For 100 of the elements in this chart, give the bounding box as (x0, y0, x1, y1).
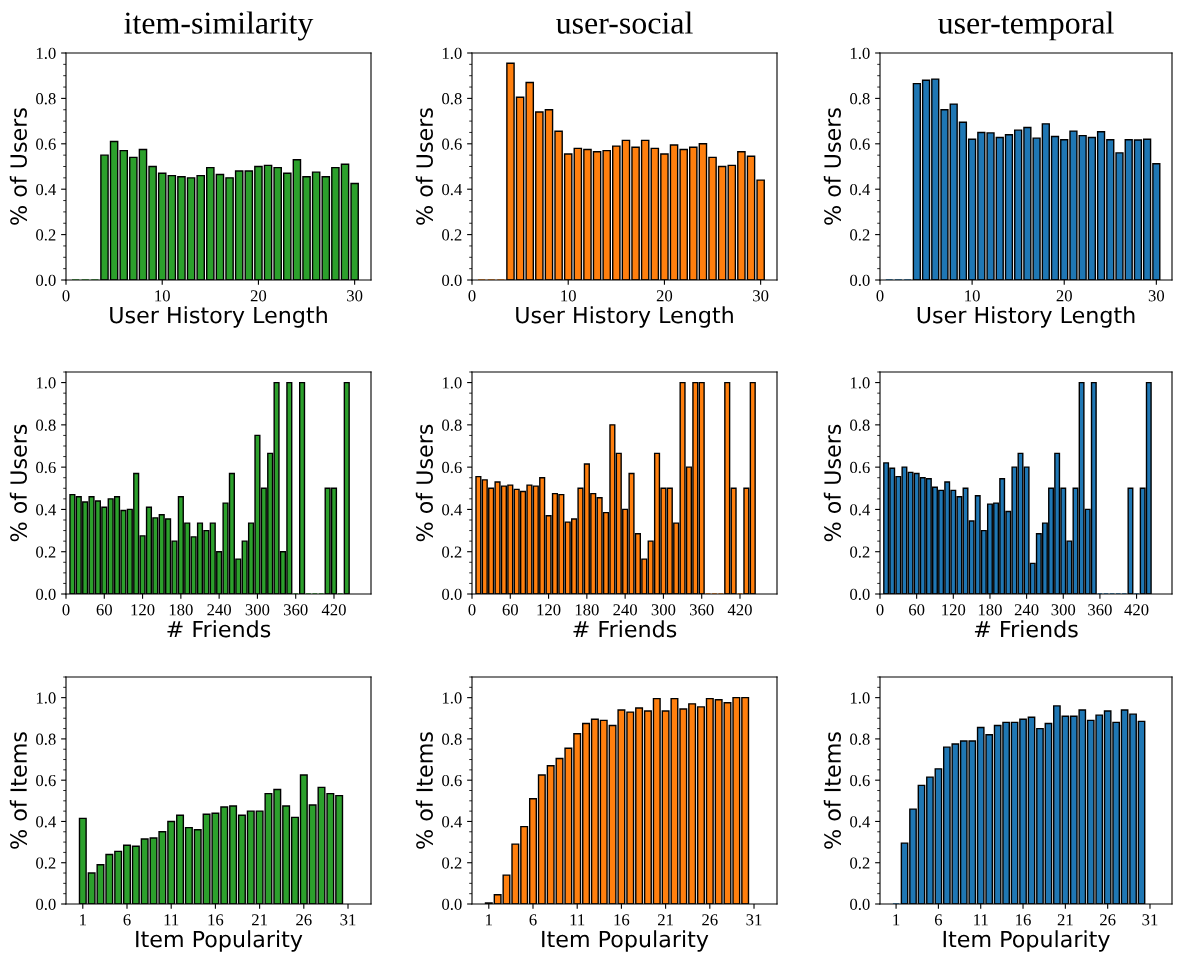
x-tick-label: 20 (250, 290, 267, 302)
x-tick-label: 11 (570, 914, 585, 926)
x-tick-label: 180 (978, 604, 1002, 616)
x-tick-label: 0 (468, 604, 476, 616)
y-tick-label: 0.6 (442, 138, 462, 150)
x-tick-label: 31 (746, 914, 762, 926)
y-tick-label: 0.8 (442, 419, 462, 431)
x-tick-label: 300 (651, 604, 676, 616)
x-axis-title: # Friends (167, 620, 271, 638)
y-tick-label: 1.0 (36, 377, 56, 389)
x-tick-label: 0 (876, 604, 884, 616)
y-tick-label: 0.8 (850, 93, 870, 105)
x-tick-label: 26 (702, 914, 718, 926)
x-tick-label: 180 (575, 604, 599, 616)
x-tick-label: 180 (169, 604, 193, 616)
y-tick-label: 1.0 (850, 692, 870, 704)
x-tick-label: 240 (1014, 604, 1039, 616)
x-tick-label: 0 (62, 604, 70, 616)
x-axis-title: Item Popularity (136, 930, 303, 952)
x-tick-label: 120 (537, 604, 561, 616)
x-tick-label: 6 (529, 914, 537, 926)
x-tick-label: 31 (1142, 914, 1158, 926)
y-tick-label: 0.0 (36, 274, 56, 287)
x-tick-label: 16 (208, 914, 224, 926)
chart-title: item-similarity (124, 11, 314, 41)
x-axis-title: User History Length (917, 306, 1135, 328)
y-tick-label: 0.0 (36, 588, 56, 601)
x-axis-title: # Friends (974, 620, 1078, 638)
y-tick-label: 0.0 (442, 588, 462, 601)
x-tick-label: 10 (155, 290, 170, 302)
x-axis-title: User History Length (516, 306, 733, 328)
y-tick-label: 0.8 (850, 419, 870, 431)
y-tick-label: 1.0 (442, 377, 462, 389)
x-tick-label: 16 (614, 914, 630, 926)
y-tick-label: 0.2 (36, 857, 56, 869)
x-tick-label: 420 (1124, 604, 1149, 616)
y-tick-label: 0.0 (850, 898, 870, 911)
x-tick-label: 240 (207, 604, 231, 616)
y-tick-label: 0.0 (850, 274, 870, 287)
y-tick-label: 0.8 (36, 733, 56, 745)
x-axis-title: Item Popularity (943, 930, 1110, 952)
x-tick-label: 0 (876, 290, 884, 302)
x-tick-label: 16 (1016, 914, 1031, 926)
x-tick-label: 26 (1100, 914, 1116, 926)
y-axis-title: % of Users (415, 108, 433, 225)
y-tick-label: 0.6 (36, 774, 56, 787)
y-tick-label: 0.8 (850, 733, 870, 745)
y-tick-label: 0.6 (850, 774, 870, 787)
x-tick-label: 11 (164, 914, 179, 926)
y-tick-label: 0.2 (442, 546, 462, 558)
x-tick-label: 30 (1148, 290, 1165, 302)
x-tick-label: 360 (1088, 604, 1112, 616)
x-tick-label: 21 (658, 914, 673, 926)
x-tick-label: 60 (502, 604, 518, 616)
x-tick-label: 30 (753, 290, 769, 302)
x-tick-label: 60 (909, 604, 925, 616)
y-tick-label: 0.6 (442, 774, 462, 787)
y-tick-label: 0.4 (442, 183, 463, 196)
x-tick-label: 1 (486, 914, 492, 926)
y-tick-label: 0.8 (36, 419, 56, 431)
x-tick-label: 420 (727, 604, 752, 616)
y-tick-label: 0.2 (850, 857, 870, 869)
x-tick-label: 21 (252, 914, 267, 926)
y-tick-label: 0.4 (850, 816, 871, 828)
y-tick-label: 1.0 (442, 47, 462, 60)
x-tick-label: 120 (131, 604, 155, 616)
y-axis-title: % of Items (415, 732, 433, 849)
x-tick-label: 6 (123, 914, 131, 926)
y-tick-label: 0.4 (442, 504, 463, 516)
y-tick-label: 0.4 (850, 183, 871, 196)
x-tick-label: 300 (245, 604, 270, 616)
y-tick-label: 0.0 (442, 274, 462, 287)
x-tick-label: 300 (1051, 604, 1076, 616)
y-tick-label: 1.0 (850, 377, 870, 389)
x-tick-label: 60 (96, 604, 112, 616)
y-tick-label: 0.6 (850, 461, 870, 474)
x-tick-label: 0 (468, 290, 476, 302)
x-tick-label: 21 (1057, 914, 1073, 926)
x-tick-label: 31 (340, 914, 356, 926)
y-tick-label: 0.2 (36, 229, 56, 241)
y-tick-label: 0.2 (442, 229, 462, 241)
y-axis-title: % of Users (9, 108, 27, 225)
x-tick-label: 1 (893, 914, 900, 926)
y-tick-label: 1.0 (36, 47, 56, 60)
y-axis-title: % of Users (823, 108, 841, 225)
y-tick-label: 0.8 (442, 733, 462, 745)
y-tick-label: 0.2 (850, 229, 870, 241)
y-axis-title: % of Items (823, 732, 841, 849)
y-tick-label: 0.4 (850, 504, 871, 516)
chart-title: user-social (556, 11, 693, 34)
y-axis-title: % of Users (9, 424, 27, 542)
y-tick-label: 0.4 (36, 504, 57, 516)
y-tick-label: 0.0 (850, 588, 870, 601)
y-tick-label: 0.2 (442, 857, 462, 869)
y-tick-label: 0.6 (442, 461, 462, 474)
x-tick-label: 1 (80, 914, 86, 926)
x-tick-label: 11 (974, 914, 988, 926)
y-tick-label: 0.4 (36, 183, 57, 196)
y-axis-title: % of Items (9, 732, 27, 849)
y-tick-label: 0.6 (36, 138, 56, 150)
